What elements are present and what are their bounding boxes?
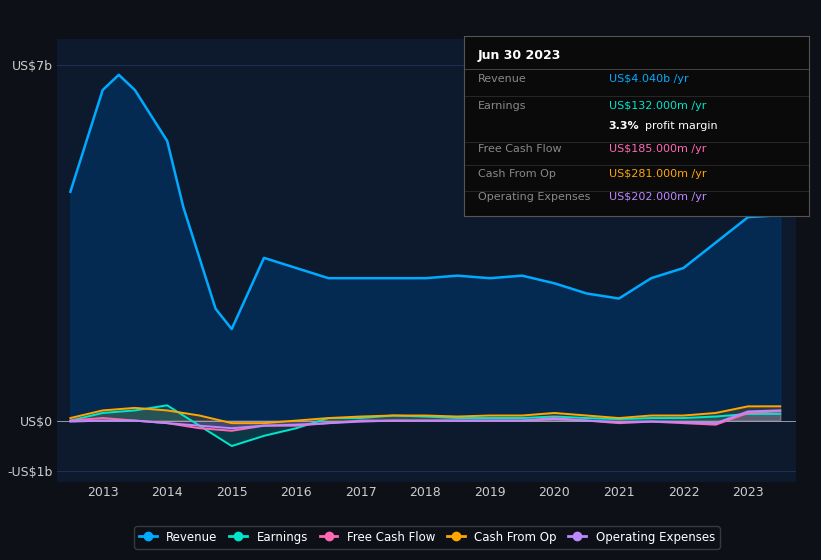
Text: 3.3%: 3.3% [608, 120, 640, 130]
Text: Jun 30 2023: Jun 30 2023 [478, 49, 561, 62]
Text: Operating Expenses: Operating Expenses [478, 192, 590, 202]
Text: Free Cash Flow: Free Cash Flow [478, 144, 562, 154]
Text: profit margin: profit margin [645, 120, 718, 130]
Text: Cash From Op: Cash From Op [478, 169, 556, 179]
Text: US$4.040b /yr: US$4.040b /yr [608, 74, 688, 84]
Text: Earnings: Earnings [478, 101, 526, 111]
Text: US$202.000m /yr: US$202.000m /yr [608, 192, 706, 202]
Legend: Revenue, Earnings, Free Cash Flow, Cash From Op, Operating Expenses: Revenue, Earnings, Free Cash Flow, Cash … [135, 526, 719, 549]
Text: US$185.000m /yr: US$185.000m /yr [608, 144, 706, 154]
Text: US$281.000m /yr: US$281.000m /yr [608, 169, 706, 179]
Text: Revenue: Revenue [478, 74, 526, 84]
Text: US$132.000m /yr: US$132.000m /yr [608, 101, 706, 111]
